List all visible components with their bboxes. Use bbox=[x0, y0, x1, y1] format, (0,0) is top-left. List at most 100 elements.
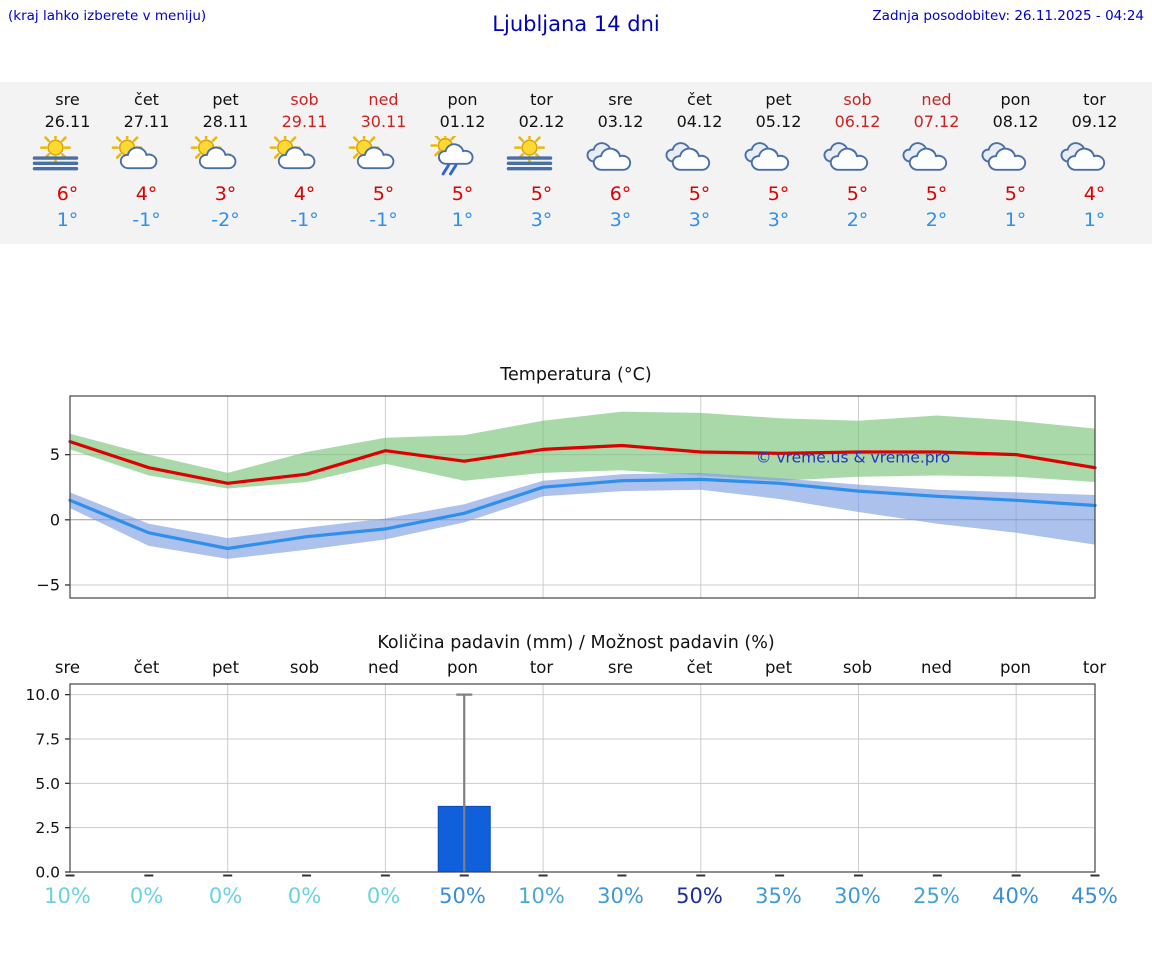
high-temp: 5° bbox=[925, 183, 948, 205]
low-temp: 3° bbox=[688, 209, 711, 231]
day-column: čet 04.12 5° 3° bbox=[660, 90, 739, 232]
cloud-icon bbox=[897, 136, 976, 176]
cloud-icon bbox=[1055, 136, 1134, 176]
day-name: čet bbox=[687, 90, 712, 109]
day-date: 09.12 bbox=[1071, 112, 1118, 131]
day-name: pet bbox=[765, 90, 792, 109]
day-date: 01.12 bbox=[439, 112, 486, 131]
watermark: © vreme.us & vreme.pro bbox=[756, 448, 950, 466]
precip-probability: 50% bbox=[676, 884, 723, 908]
svg-text:2.5: 2.5 bbox=[35, 819, 60, 837]
low-temp: -2° bbox=[211, 209, 240, 231]
high-temp: 5° bbox=[688, 183, 711, 205]
sun-fog-icon bbox=[28, 136, 107, 176]
low-temp: -1° bbox=[369, 209, 398, 231]
page-title: Ljubljana 14 dni bbox=[492, 12, 660, 36]
precip-probability: 10% bbox=[518, 884, 565, 908]
precip-probability: 25% bbox=[913, 884, 960, 908]
precip-probability: 30% bbox=[597, 884, 644, 908]
last-update: Zadnja posodobitev: 26.11.2025 - 04:24 bbox=[872, 8, 1144, 24]
day-name: tor bbox=[1083, 90, 1106, 109]
day-name: ned bbox=[368, 90, 399, 109]
forecast-strip: sre 26.11 6° 1° čet 27.11 4° -1° pet 28.11 3° -2° so… bbox=[0, 82, 1152, 244]
day-column: pon 08.12 5° 1° bbox=[976, 90, 1055, 232]
svg-text:10.0: 10.0 bbox=[25, 686, 60, 704]
precip-day-label: ned bbox=[367, 658, 400, 677]
cloud-icon bbox=[660, 136, 739, 176]
cloud-icon bbox=[581, 136, 660, 176]
day-date: 04.12 bbox=[676, 112, 723, 131]
day-name: sob bbox=[843, 90, 872, 109]
day-date: 08.12 bbox=[992, 112, 1039, 131]
precip-probability: 40% bbox=[992, 884, 1039, 908]
sun-cloud-icon bbox=[107, 136, 186, 176]
day-date: 28.11 bbox=[202, 112, 249, 131]
high-temp: 5° bbox=[451, 183, 474, 205]
high-temp: 5° bbox=[372, 183, 395, 205]
day-name: ned bbox=[921, 90, 952, 109]
precip-probability: 45% bbox=[1071, 884, 1118, 908]
day-name: sre bbox=[608, 90, 633, 109]
precip-day-labels: sre čet pet sob ned pon tor sre čet pet sob ned pon t… bbox=[0, 656, 1152, 680]
day-name: sre bbox=[55, 90, 80, 109]
spacer bbox=[0, 244, 1152, 362]
svg-text:7.5: 7.5 bbox=[35, 730, 60, 748]
day-column: sob 29.11 4° -1° bbox=[265, 90, 344, 232]
day-column: tor 09.12 4° 1° bbox=[1055, 90, 1134, 232]
precip-day-label: pet bbox=[764, 658, 793, 677]
low-temp: 1° bbox=[1004, 209, 1027, 231]
high-temp: 5° bbox=[530, 183, 553, 205]
svg-text:0: 0 bbox=[50, 510, 60, 529]
sun-fog-icon bbox=[502, 136, 581, 176]
day-column: sob 06.12 5° 2° bbox=[818, 90, 897, 232]
cloud-icon bbox=[739, 136, 818, 176]
precip-chart-title: Količina padavin (mm) / Možnost padavin … bbox=[377, 633, 775, 653]
precip-probability: 0% bbox=[208, 884, 243, 908]
day-column: pet 28.11 3° -2° bbox=[186, 90, 265, 232]
day-column: ned 07.12 5° 2° bbox=[897, 90, 976, 232]
day-column: čet 27.11 4° -1° bbox=[107, 90, 186, 232]
high-temp: 5° bbox=[767, 183, 790, 205]
high-temp: 6° bbox=[56, 183, 79, 205]
high-temp: 4° bbox=[293, 183, 316, 205]
low-temp: -1° bbox=[290, 209, 319, 231]
day-column: pon 01.12 5° 1° bbox=[423, 90, 502, 232]
day-column: tor 02.12 5° 3° bbox=[502, 90, 581, 232]
precip-day-label: sre bbox=[54, 658, 81, 677]
precip-probability: 35% bbox=[755, 884, 802, 908]
low-temp: 1° bbox=[56, 209, 79, 231]
precip-day-label: pon bbox=[999, 658, 1032, 677]
precip-day-label: pet bbox=[211, 658, 240, 677]
day-column: ned 30.11 5° -1° bbox=[344, 90, 423, 232]
precipitation-chart: 10.0 7.5 5.0 2.5 0.0 bbox=[25, 683, 1100, 881]
svg-text:5.0: 5.0 bbox=[35, 775, 60, 793]
day-name: sob bbox=[290, 90, 319, 109]
precip-day-label: tor bbox=[1082, 658, 1107, 677]
high-temp: 3° bbox=[214, 183, 237, 205]
temperature-chart: 5 0 −5 © vreme.us & vreme.pro bbox=[36, 395, 1097, 599]
precip-probability: 0% bbox=[287, 884, 322, 908]
low-temp: -1° bbox=[132, 209, 161, 231]
precip-day-label: sob bbox=[842, 658, 873, 677]
precip-day-label: čet bbox=[133, 658, 160, 677]
low-temp: 1° bbox=[1083, 209, 1106, 231]
high-temp: 4° bbox=[135, 183, 158, 205]
day-name: tor bbox=[530, 90, 553, 109]
precip-probability: 10% bbox=[44, 884, 91, 908]
precip-day-label: čet bbox=[686, 658, 713, 677]
menu-note: (kraj lahko izberete v meniju) bbox=[8, 8, 207, 24]
low-temp: 2° bbox=[925, 209, 948, 231]
temperature-chart-title: Temperatura (°C) bbox=[500, 365, 652, 385]
day-column: sre 03.12 6° 3° bbox=[581, 90, 660, 232]
low-temp: 3° bbox=[767, 209, 790, 231]
spacer bbox=[0, 608, 1152, 630]
low-temp: 3° bbox=[530, 209, 553, 231]
precip-probability: 30% bbox=[834, 884, 881, 908]
weather-page: (kraj lahko izberete v meniju) Zadnja po… bbox=[0, 8, 1152, 908]
day-date: 05.12 bbox=[755, 112, 802, 131]
day-name: pon bbox=[447, 90, 478, 109]
svg-text:0.0: 0.0 bbox=[35, 864, 60, 881]
day-name: pon bbox=[1000, 90, 1031, 109]
day-column: pet 05.12 5° 3° bbox=[739, 90, 818, 232]
sun-cloud-icon bbox=[344, 136, 423, 176]
